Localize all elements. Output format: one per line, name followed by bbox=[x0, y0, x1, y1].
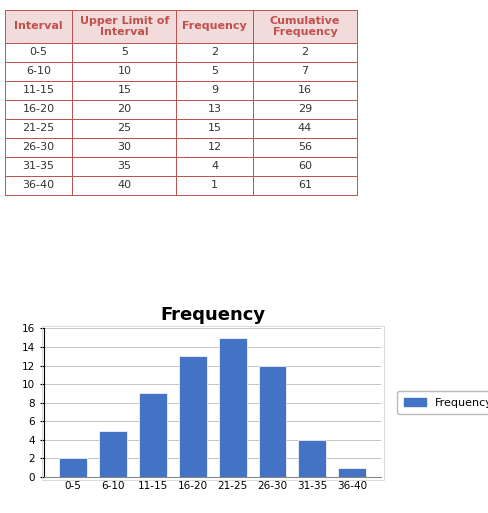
Bar bbox=[218, 338, 246, 477]
Bar bbox=[59, 459, 87, 477]
Bar bbox=[298, 440, 325, 477]
Legend: Frequency: Frequency bbox=[396, 391, 488, 415]
Bar bbox=[179, 356, 206, 477]
Title: Frequency: Frequency bbox=[160, 306, 264, 324]
Bar bbox=[258, 365, 286, 477]
Bar bbox=[139, 393, 166, 477]
Bar bbox=[99, 430, 127, 477]
Bar bbox=[338, 468, 366, 477]
